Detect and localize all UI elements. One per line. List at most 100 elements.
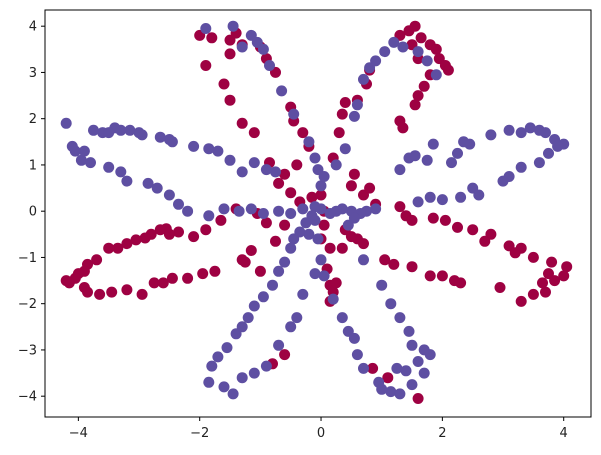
data-point-series-1-0: [200, 23, 212, 34]
data-point-series-0-109: [260, 217, 272, 229]
data-point-series-1-79: [212, 351, 224, 363]
data-point-series-1-71: [273, 265, 285, 277]
data-point-series-1-13: [318, 171, 330, 182]
data-point-series-1-103: [406, 379, 418, 391]
data-point-series-0-18: [291, 159, 303, 171]
data-point-series-0-74: [540, 286, 551, 298]
data-point-series-1-128: [203, 143, 215, 155]
data-point-series-1-16: [348, 110, 360, 122]
data-point-series-1-88: [285, 321, 297, 333]
data-point-series-0-7: [218, 78, 230, 90]
data-point-series-1-12: [315, 180, 327, 192]
data-point-series-1-94: [327, 293, 339, 305]
data-point-series-0-24: [306, 191, 318, 203]
y-tick-label: 1: [29, 158, 37, 173]
data-point-series-1-97: [348, 332, 360, 344]
data-point-series-1-54: [427, 138, 439, 150]
data-point-series-0-58: [406, 214, 418, 226]
data-point-series-0-56: [394, 201, 406, 213]
data-point-series-1-56: [370, 203, 382, 215]
data-point-series-0-142: [197, 268, 209, 280]
y-tick-label: 3: [29, 66, 37, 81]
data-point-series-0-77: [515, 295, 527, 307]
data-point-series-1-137: [78, 145, 90, 157]
data-point-series-1-146: [151, 182, 163, 194]
data-point-series-1-90: [297, 288, 309, 300]
data-point-series-1-62: [324, 208, 336, 219]
data-point-series-0-123: [112, 242, 124, 254]
data-point-series-1-47: [455, 191, 467, 203]
x-tick-label: −4: [69, 426, 88, 441]
data-point-series-0-19: [279, 168, 291, 180]
data-point-series-0-115: [173, 226, 184, 238]
data-point-series-1-8: [288, 108, 300, 120]
data-point-series-0-69: [546, 256, 558, 268]
data-point-series-1-6: [264, 60, 275, 71]
data-point-series-0-113: [200, 224, 212, 236]
y-tick-label: 2: [29, 112, 37, 127]
data-point-series-0-1: [206, 32, 218, 44]
data-point-series-1-106: [418, 344, 430, 356]
data-point-series-0-108: [279, 219, 291, 231]
data-point-series-0-8: [224, 94, 236, 106]
data-point-series-1-24: [412, 46, 424, 58]
data-point-series-1-80: [206, 360, 218, 372]
data-point-series-1-149: [182, 205, 194, 217]
data-point-series-0-39: [430, 43, 442, 55]
y-tick-label: −1: [18, 251, 37, 266]
data-point-series-1-118: [400, 365, 412, 377]
data-point-series-1-87: [273, 339, 285, 351]
data-point-series-0-55: [364, 182, 376, 194]
y-tick-label: −4: [18, 390, 37, 405]
data-point-series-0-78: [494, 282, 506, 293]
data-point-series-0-36: [409, 20, 421, 32]
data-point-series-1-98: [351, 349, 363, 361]
data-point-series-0-85: [379, 254, 391, 266]
data-point-series-1-109: [394, 312, 406, 324]
data-point-series-1-40: [552, 140, 564, 152]
data-point-series-1-161: [166, 136, 178, 148]
data-point-series-1-110: [385, 298, 397, 310]
data-point-series-1-20: [370, 55, 382, 67]
data-point-series-0-16: [297, 127, 309, 139]
data-point-series-1-111: [376, 279, 388, 291]
data-point-series-1-15: [339, 143, 351, 155]
data-point-series-0-59: [427, 212, 439, 224]
data-point-series-1-32: [485, 129, 497, 141]
data-point-series-0-68: [527, 251, 539, 263]
data-point-series-0-88: [358, 238, 369, 250]
data-point-series-1-18: [358, 73, 369, 85]
data-point-series-1-41: [543, 147, 554, 159]
data-point-series-1-25: [421, 55, 433, 67]
data-point-series-1-7: [276, 85, 288, 97]
data-point-series-1-116: [391, 362, 403, 374]
data-point-series-1-35: [524, 122, 536, 134]
data-point-series-1-162: [66, 140, 78, 152]
data-point-series-1-45: [497, 175, 509, 187]
data-point-series-0-64: [479, 235, 491, 247]
data-point-series-0-139: [157, 277, 169, 289]
data-point-series-1-50: [412, 196, 424, 208]
data-point-series-0-53: [345, 180, 357, 192]
x-tick-label: 0: [317, 426, 325, 441]
data-point-series-0-103: [279, 349, 291, 361]
data-point-series-0-134: [94, 288, 106, 300]
data-point-series-0-99: [367, 362, 379, 374]
data-point-series-0-9: [236, 117, 248, 129]
data-point-series-0-81: [436, 270, 448, 282]
data-point-series-0-84: [388, 258, 400, 270]
data-point-series-0-67: [509, 247, 521, 259]
data-point-series-1-10: [309, 152, 321, 164]
data-point-series-1-55: [394, 164, 406, 176]
data-point-series-1-30: [446, 157, 457, 169]
data-point-series-1-102: [394, 388, 406, 400]
data-point-series-1-115: [376, 383, 388, 395]
data-point-series-1-112: [358, 254, 369, 266]
data-point-series-1-64: [309, 201, 321, 213]
data-point-series-1-9: [303, 136, 315, 148]
data-point-series-1-160: [133, 127, 145, 139]
x-tick-label: −2: [190, 426, 209, 441]
data-point-series-1-49: [424, 191, 436, 203]
data-point-series-1-75: [242, 312, 254, 324]
data-point-series-1-136: [88, 124, 99, 136]
